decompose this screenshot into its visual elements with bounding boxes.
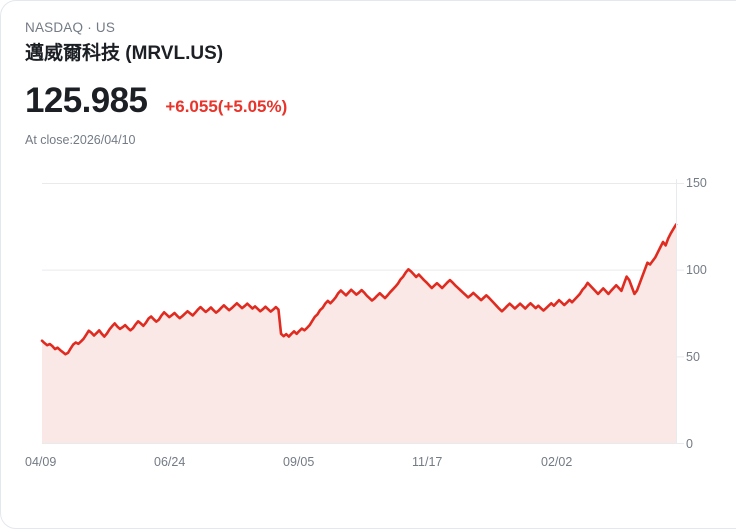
y-tick-label-2: 50: [686, 350, 700, 364]
exchange-name: NASDAQ: [25, 20, 84, 35]
region-code: US: [95, 20, 116, 35]
price-line: [40, 223, 678, 356]
price-change: +6.055(+5.05%): [165, 97, 288, 116]
x-tick-label-3: 11/17: [412, 455, 443, 469]
x-tick-label-2: 09/05: [283, 455, 315, 469]
y-tick-label-3: 0: [686, 437, 693, 451]
price-chart[interactable]: 150 100 50 0 04/09 06/24 09/05 11/17 02/…: [1, 169, 736, 469]
last-price: 125.985: [25, 81, 148, 120]
y-tick-label-1: 100: [686, 263, 707, 277]
exchange-region-line: NASDAQ · US: [25, 19, 675, 37]
y-tick-label-0: 150: [686, 176, 707, 190]
x-tick-label-0: 04/09: [25, 455, 57, 469]
area-fill: [42, 224, 676, 443]
price-chart-svg: [40, 179, 684, 444]
x-tick-label-1: 06/24: [154, 455, 186, 469]
quote-header: NASDAQ · US 邁威爾科技 (MRVL.US) 125.985 +6.055…: [25, 19, 675, 148]
page-title: 邁威爾科技 (MRVL.US): [25, 43, 224, 64]
price-row: 125.985 +6.055(+5.05%): [25, 81, 675, 121]
bullet-separator-icon: ·: [87, 20, 92, 35]
market-status: At close:2026/04/10: [25, 133, 136, 147]
x-tick-label-4: 02/02: [541, 455, 573, 469]
